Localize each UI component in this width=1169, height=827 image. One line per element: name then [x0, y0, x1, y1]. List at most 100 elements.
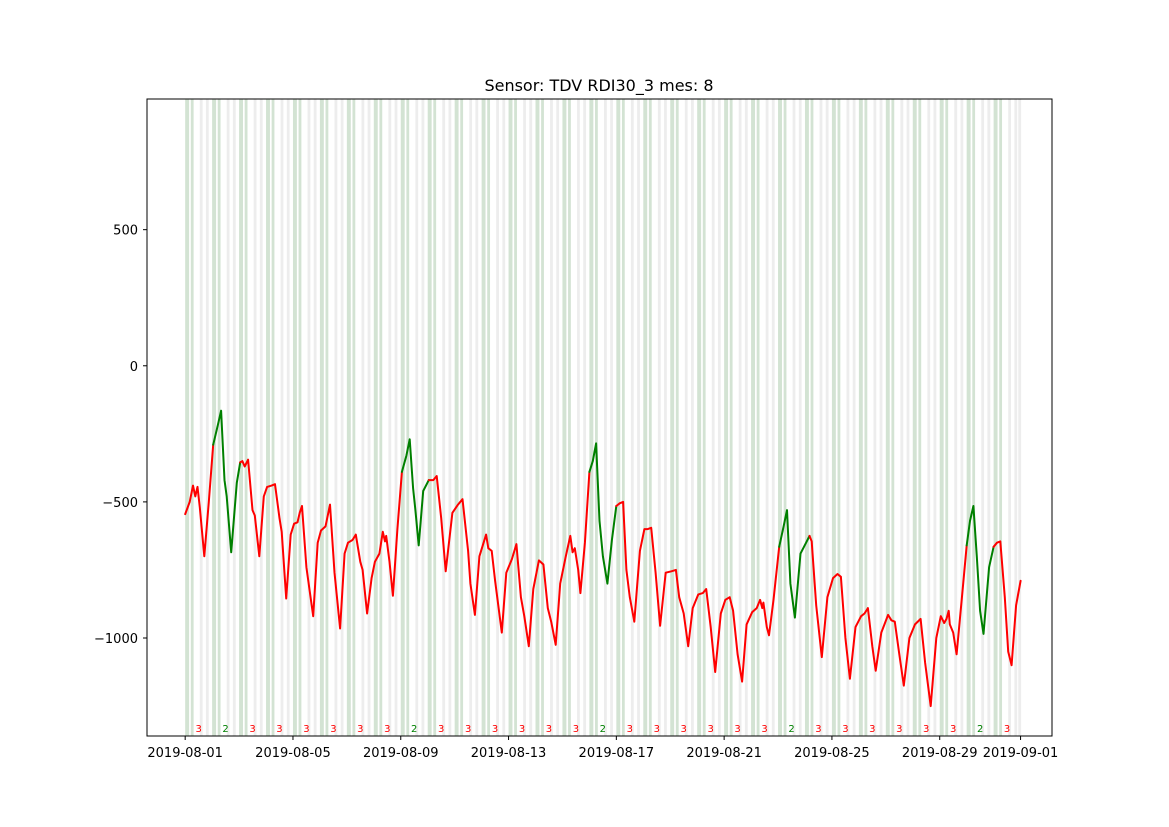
day-band: [987, 99, 991, 736]
day-band: [394, 99, 398, 736]
day-band: [361, 99, 365, 736]
x-tick-label: 2019-08-21: [686, 746, 762, 761]
series-lines: [184, 409, 1022, 708]
day-band: [427, 99, 432, 736]
day-band: [346, 99, 351, 736]
day-band: [313, 99, 317, 736]
day-band: [972, 99, 976, 736]
day-band: [562, 99, 567, 736]
day-band: [502, 99, 506, 736]
day-band: [751, 99, 756, 736]
day-band: [697, 99, 702, 736]
day-band: [852, 99, 856, 736]
y-axis: 500 0 −500 −1000: [94, 224, 147, 647]
day-band: [406, 99, 410, 736]
x-axis: 2019-08-01 2019-08-05 2019-08-09 2019-08-13…: [147, 736, 1058, 761]
day-band: [433, 99, 437, 736]
day-band: [232, 99, 236, 736]
day-band: [535, 99, 540, 736]
series-line-class-3: [808, 534, 968, 708]
day-band: [927, 99, 931, 736]
day-band: [643, 99, 648, 736]
series-line-class-3: [239, 458, 403, 630]
day-band: [448, 99, 452, 736]
series-line-class-3: [184, 443, 215, 558]
day-band: [670, 99, 675, 736]
day-band: [454, 99, 459, 736]
day-band: [259, 99, 263, 736]
day-band: [577, 99, 580, 736]
day-class-label: 3: [573, 724, 579, 735]
day-class-label: 2: [788, 724, 794, 735]
day-class-label: 3: [654, 724, 660, 735]
day-class-label: 3: [842, 724, 848, 735]
series-line-class-2: [965, 505, 995, 635]
day-class-label: 3: [815, 724, 821, 735]
day-band: [185, 99, 190, 736]
day-band: [981, 99, 985, 736]
day-band: [475, 99, 479, 736]
day-class-label: 3: [761, 724, 767, 735]
day-band: [825, 99, 829, 736]
day-band: [421, 99, 425, 736]
day-band: [253, 99, 257, 736]
day-band: [379, 99, 383, 736]
day-band: [460, 99, 464, 736]
series-line-class-3: [427, 470, 591, 648]
series-line-class-3: [615, 500, 781, 683]
day-band: [783, 99, 787, 736]
series-line-class-2: [212, 409, 242, 554]
day-band: [367, 99, 371, 736]
series-line-class-2: [588, 442, 618, 585]
day-band: [738, 99, 742, 736]
day-band: [657, 99, 661, 736]
day-band: [616, 99, 621, 736]
day-band: [388, 99, 392, 736]
day-band: [954, 99, 958, 736]
day-band: [292, 99, 297, 736]
y-tick-label: 500: [113, 224, 138, 239]
day-band: [966, 99, 971, 736]
chart-title: Sensor: TDV RDI30_3 mes: 8: [484, 76, 713, 96]
day-band: [873, 99, 877, 736]
day-band: [711, 99, 715, 736]
day-band: [891, 99, 895, 736]
day-band: [637, 99, 640, 736]
day-band: [319, 99, 324, 736]
day-band: [415, 99, 419, 736]
day-band: [621, 99, 625, 736]
day-band: [325, 99, 329, 736]
day-class-label: 3: [357, 724, 363, 735]
day-class-label: 2: [977, 724, 983, 735]
day-band: [508, 99, 513, 736]
day-band: [630, 99, 634, 736]
day-band: [373, 99, 378, 736]
day-band: [675, 99, 679, 736]
day-band: [442, 99, 446, 736]
y-tick-label: 0: [130, 360, 138, 375]
day-band: [298, 99, 302, 736]
x-tick-label: 2019-08-29: [902, 746, 978, 761]
day-band: [918, 99, 922, 736]
day-band: [266, 99, 270, 736]
day-class-label: 3: [303, 724, 309, 735]
day-band: [589, 99, 594, 736]
day-band: [340, 99, 344, 736]
day-band: [945, 99, 949, 736]
day-band: [912, 99, 917, 736]
day-band: [199, 99, 203, 736]
day-band: [514, 99, 517, 736]
day-class-label: 3: [249, 724, 255, 735]
day-band: [352, 99, 356, 736]
day-band: [831, 99, 836, 736]
day-class-label: 3: [627, 724, 633, 735]
day-band: [879, 99, 883, 736]
day-band: [1018, 99, 1022, 736]
day-band: [744, 99, 748, 736]
day-band: [280, 99, 284, 736]
day-class-labels: 3 2 3 3 3 3 3 3 2 3 3 3 3 3 3 2 3 3 3 3 3 3 2 3 3 3 3 3 3 2 3: [195, 724, 1010, 735]
day-band: [691, 99, 694, 736]
day-band: [906, 99, 910, 736]
day-class-label: 3: [330, 724, 336, 735]
